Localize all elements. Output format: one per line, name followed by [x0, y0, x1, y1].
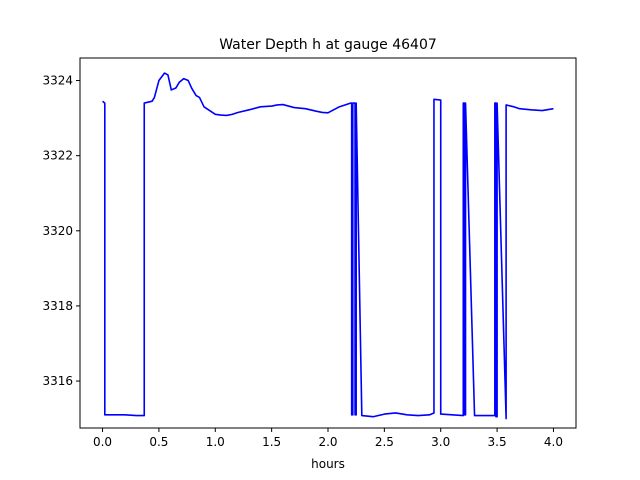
x-axis-label: hours	[311, 457, 345, 471]
x-tick-label: 3.5	[488, 435, 507, 449]
x-tick-label: 4.0	[544, 435, 563, 449]
series-layer	[102, 72, 554, 420]
y-tick-label: 3324	[42, 74, 73, 88]
plot-frame	[79, 57, 577, 429]
x-tick-label: 1.5	[262, 435, 281, 449]
chart-title: Water Depth h at gauge 46407	[219, 37, 437, 53]
x-tick-label: 1.0	[206, 435, 225, 449]
x-tick-label: 2.0	[318, 435, 337, 449]
plot-area	[80, 58, 576, 428]
y-tick-label: 3318	[42, 299, 73, 313]
x-tick-label: 0.5	[149, 435, 168, 449]
y-tick-label: 3320	[42, 224, 73, 238]
x-tick-label: 0.0	[93, 435, 112, 449]
tick-layer: 0.0 0.5 1.0 1.5 2.0 2.5 3.0 3.5 4.0 3316 3318 3320 3…	[42, 74, 563, 449]
y-tick-label: 3316	[42, 374, 73, 388]
series-line	[102, 72, 554, 420]
x-tick-label: 3.0	[431, 435, 450, 449]
x-tick-label: 2.5	[375, 435, 394, 449]
y-tick-label: 3322	[42, 149, 73, 163]
